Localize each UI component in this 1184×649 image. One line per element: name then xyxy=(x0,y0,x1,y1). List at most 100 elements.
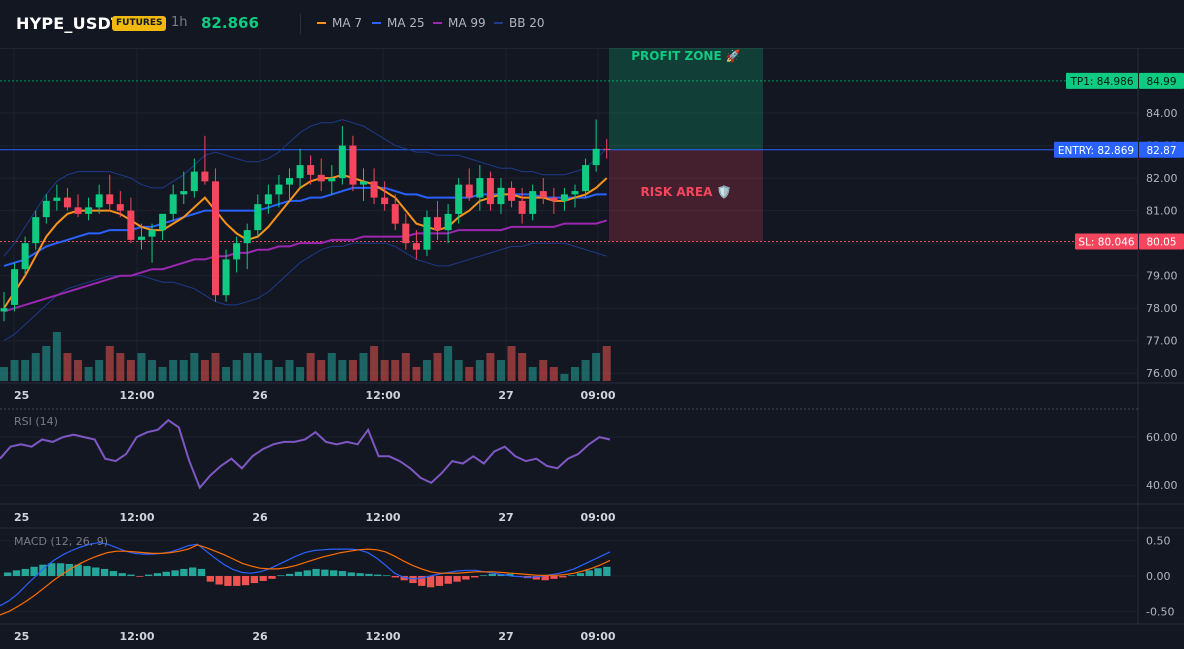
macd-tick-label: 0.50 xyxy=(1146,535,1171,548)
candle-body xyxy=(592,148,600,166)
macd-histogram-bar xyxy=(224,576,232,586)
volume-bar xyxy=(528,367,537,381)
candle-body xyxy=(264,194,272,205)
volume-bar xyxy=(222,367,231,381)
legend-label: MA 25 xyxy=(387,16,425,30)
legend-bb20[interactable]: BB 20 xyxy=(494,16,545,30)
candle-body xyxy=(603,148,611,150)
timeframe-label[interactable]: 1h xyxy=(171,15,188,30)
candle-body xyxy=(349,145,357,185)
macd-histogram-bar xyxy=(180,568,188,576)
volume-bar xyxy=(401,353,410,381)
macd-histogram-bar xyxy=(541,576,549,581)
time-axis-label: 26 xyxy=(252,511,268,524)
macd-histogram-bar xyxy=(347,572,355,576)
volume-bar xyxy=(31,353,40,381)
macd-histogram-bar xyxy=(48,563,56,576)
time-axis-label: 26 xyxy=(252,389,268,402)
macd-histogram-bar xyxy=(206,576,214,582)
candle-body xyxy=(550,197,558,201)
candle-body xyxy=(529,191,537,214)
volume-bar xyxy=(148,360,157,381)
risk-zone xyxy=(609,149,763,242)
macd-histogram-bar xyxy=(144,574,153,576)
legend-label: MA 99 xyxy=(448,16,486,30)
candle-body xyxy=(180,191,188,195)
volume-bar xyxy=(422,360,431,381)
price-tick-label: 84.00 xyxy=(1146,107,1178,120)
volume-bar xyxy=(444,346,453,381)
candle-body xyxy=(370,181,378,198)
macd-histogram-bar xyxy=(189,567,197,576)
price-tag xyxy=(1139,233,1184,250)
candle-body xyxy=(137,236,145,240)
legend-ma25[interactable]: MA 25 xyxy=(372,16,425,30)
volume-bar xyxy=(42,346,51,381)
legend-label: MA 7 xyxy=(332,16,363,30)
price-tag-label: 80.05 xyxy=(1146,237,1176,249)
candle-body xyxy=(285,178,293,185)
price-tag-label: SL: 80.046 xyxy=(1078,237,1134,249)
candle-body xyxy=(201,171,209,182)
candle-body xyxy=(571,191,579,195)
volume-bar xyxy=(264,360,273,381)
volume-bar xyxy=(179,360,188,381)
macd-histogram-bar xyxy=(550,576,558,579)
macd-tick-label: -0.50 xyxy=(1146,605,1174,618)
candle-body xyxy=(508,187,516,201)
volume-bar xyxy=(84,367,93,381)
candle-body xyxy=(402,223,410,244)
candle-body xyxy=(106,194,114,205)
macd-histogram-bar xyxy=(559,576,567,578)
volume-bar xyxy=(602,346,611,381)
candle-body xyxy=(159,213,167,231)
macd-histogram-bar xyxy=(215,576,223,585)
macd-histogram-bar xyxy=(250,576,259,584)
candle-body xyxy=(148,230,156,237)
candle-body xyxy=(0,308,8,312)
volume-bar xyxy=(465,367,474,381)
macd-histogram-bar xyxy=(391,576,400,578)
candle-body xyxy=(169,194,177,214)
macd-histogram-bar xyxy=(136,576,144,577)
volume-bar xyxy=(285,360,294,381)
time-axis-label: 12:00 xyxy=(119,630,154,643)
volume-bar xyxy=(486,353,495,381)
candle-body xyxy=(254,204,262,231)
price-tag-label: 82.87 xyxy=(1146,145,1176,157)
price-tag xyxy=(1066,72,1138,89)
macd-histogram-bar xyxy=(453,576,461,582)
macd-histogram-bar xyxy=(241,576,250,586)
chart-header: HYPE_USDT FUTURES 1h 82.866 MA 7 MA 25 M… xyxy=(0,0,1184,49)
volume-bar xyxy=(232,360,241,381)
macd-histogram-bar xyxy=(488,573,496,576)
volume-bar xyxy=(380,360,389,381)
macd-histogram-bar xyxy=(92,567,100,576)
profit-zone-label: PROFIT ZONE 🚀 xyxy=(631,49,741,63)
legend-ma99[interactable]: MA 99 xyxy=(433,16,486,30)
macd-line xyxy=(0,542,611,607)
legend-ma7[interactable]: MA 7 xyxy=(317,16,362,30)
candle-body xyxy=(21,243,29,270)
time-axis-label: 27 xyxy=(498,511,513,524)
candle-body xyxy=(116,204,124,211)
candle-body xyxy=(222,259,230,296)
candle-body xyxy=(63,197,71,208)
volume-bar xyxy=(433,353,442,381)
macd-histogram-bar xyxy=(321,569,329,576)
macd-histogram-bar xyxy=(100,568,109,576)
macd-histogram-bar xyxy=(506,573,514,576)
macd-histogram-bar xyxy=(567,575,576,576)
symbol-title[interactable]: HYPE_USDT xyxy=(16,14,123,33)
macd-histogram-bar xyxy=(56,563,65,576)
macd-histogram-bar xyxy=(233,576,241,586)
futures-badge: FUTURES xyxy=(112,16,167,31)
macd-histogram-bar xyxy=(39,564,47,576)
candle-body xyxy=(486,178,494,205)
macd-histogram-bar xyxy=(12,570,21,576)
volume-bar xyxy=(10,360,19,381)
volume-bar xyxy=(338,360,347,381)
macd-histogram-bar xyxy=(409,576,417,584)
candle-body xyxy=(560,194,568,201)
